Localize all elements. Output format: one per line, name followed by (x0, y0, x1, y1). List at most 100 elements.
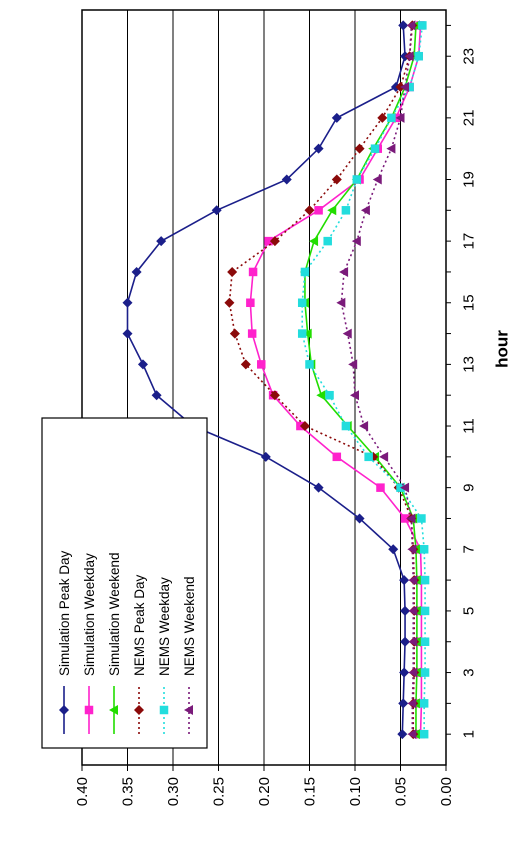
data-point (354, 513, 365, 524)
data-point (299, 421, 310, 432)
legend: Simulation Peak Day Simulation Weekday Sim… (41, 417, 208, 749)
x-tick-label: 23 (461, 48, 478, 65)
data-point (302, 328, 312, 339)
x-tick-label: 3 (461, 668, 478, 676)
data-point (131, 266, 142, 277)
x-tick-label: 15 (461, 294, 478, 311)
data-point (379, 451, 389, 462)
data-point (341, 421, 351, 431)
data-point (372, 174, 382, 185)
data-point (404, 51, 414, 62)
legend-entry: NEMS Weekday (157, 577, 172, 734)
data-point (224, 297, 235, 308)
data-point (400, 82, 410, 93)
series-nems-weekend (336, 20, 418, 740)
data-point (184, 705, 193, 715)
data-point (156, 236, 167, 247)
data-point (248, 267, 258, 277)
data-point (332, 452, 342, 462)
data-point (84, 705, 94, 715)
data-point (247, 329, 257, 338)
x-tick-label: 7 (461, 545, 478, 553)
data-point (260, 451, 271, 462)
data-point (314, 206, 323, 215)
data-point (313, 143, 324, 154)
data-point (109, 705, 118, 715)
y-tick-label: 0.40 (74, 777, 91, 806)
data-point (419, 699, 429, 708)
data-point (257, 360, 266, 369)
data-point (281, 174, 292, 185)
data-point (386, 143, 396, 154)
y-tick-label: 0.30 (165, 777, 182, 806)
data-point (406, 513, 416, 524)
legend-entry: NEMS Weekend (182, 576, 197, 734)
data-point (297, 329, 307, 338)
data-point (122, 297, 133, 308)
data-point (417, 514, 426, 523)
data-point (399, 575, 410, 586)
data-point (377, 112, 388, 123)
y-tick-label: 0.25 (211, 777, 228, 806)
legend-label: Simulation Peak Day (57, 550, 72, 676)
data-point (351, 236, 361, 247)
data-point (420, 575, 430, 585)
data-point (400, 514, 410, 523)
legend-entry: NEMS Peak Day (132, 574, 147, 734)
series-layer (122, 20, 430, 740)
legend-label: NEMS Peak Day (132, 574, 147, 676)
data-point (151, 390, 162, 401)
data-point (388, 544, 399, 555)
data-point (364, 452, 373, 462)
data-point (420, 668, 430, 677)
legend-label: NEMS Weekday (157, 577, 172, 676)
data-point (316, 390, 326, 401)
data-point (400, 636, 411, 647)
data-point (305, 360, 314, 369)
legend-entry: Simulation Weekday (82, 553, 97, 734)
data-point (229, 328, 240, 339)
y-tick-label: 0.35 (120, 777, 137, 806)
y-tick-label: 0.05 (393, 777, 410, 806)
data-point (269, 390, 280, 401)
data-point (400, 605, 411, 616)
data-point (419, 729, 429, 739)
series-line (340, 25, 415, 735)
data-point (399, 667, 410, 678)
data-point (352, 175, 362, 184)
data-point (331, 112, 342, 123)
data-point (398, 20, 409, 31)
legend-entry: Simulation Weekend (107, 552, 122, 734)
data-point (159, 705, 169, 715)
data-point (420, 637, 430, 646)
data-point (297, 298, 307, 308)
data-point (387, 113, 396, 123)
data-point (419, 545, 429, 554)
data-point (300, 267, 310, 277)
x-tick-label: 9 (461, 483, 478, 491)
data-point (309, 236, 319, 247)
data-point (397, 729, 408, 740)
data-point (341, 206, 351, 215)
data-point (407, 544, 417, 555)
y-tick-label: 0.00 (438, 777, 455, 806)
data-point (408, 667, 418, 678)
data-point (350, 390, 359, 401)
data-point (304, 205, 315, 216)
y-tick-label: 0.20 (256, 777, 273, 806)
series-line (304, 25, 418, 735)
data-point (400, 482, 410, 493)
data-point (405, 82, 414, 92)
x-axis-title: hour (493, 330, 512, 368)
series-line (126, 25, 406, 735)
data-point (327, 205, 337, 216)
data-point (420, 606, 430, 616)
y-tick-label: 0.10 (347, 777, 364, 806)
data-point (406, 20, 416, 31)
data-point (246, 298, 255, 308)
series-line (249, 25, 423, 735)
x-tick-label: 19 (461, 171, 478, 188)
data-point (325, 390, 334, 400)
